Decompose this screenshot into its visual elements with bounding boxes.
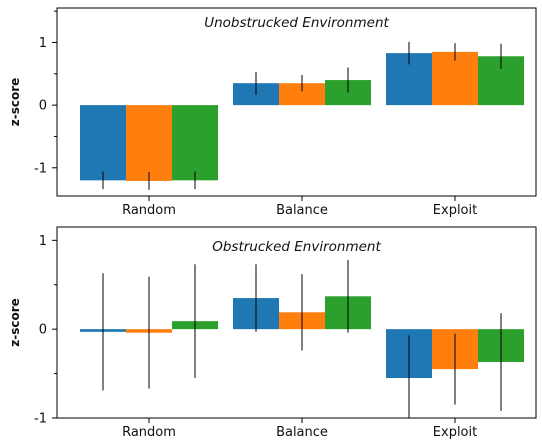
chart-frame — [56, 226, 537, 419]
y-tick-label: -1 — [34, 161, 47, 176]
bar-random-s0 — [80, 105, 126, 181]
x-tick-label: Exploit — [433, 425, 477, 440]
chart-marks — [80, 259, 524, 418]
x-tick-label: Random — [122, 425, 176, 440]
y-tick-label: 0 — [39, 323, 47, 338]
chart-frame — [56, 7, 537, 197]
y-axis: 1 0 -1 — [34, 234, 57, 427]
chart-unobstructed: 1 0 -1 Random Balance Exploit Unobstrucked E… — [8, 7, 537, 218]
chart-obstructed: 1 0 -1 Random Balance Exploit Obstrucked Env… — [8, 226, 537, 440]
bar-random-s2 — [172, 105, 218, 181]
bar-random-s1 — [126, 105, 172, 181]
y-axis-label: z-score — [8, 298, 22, 347]
y-tick-label: -1 — [34, 412, 47, 427]
bar-exploit-s1 — [432, 51, 478, 106]
bar-balance-s1 — [279, 83, 325, 106]
y-tick-label: 1 — [39, 36, 47, 51]
chart-title: Obstrucked Environment — [212, 239, 381, 255]
chart-marks — [80, 41, 524, 190]
x-axis: Random Balance Exploit — [122, 418, 477, 440]
x-tick-label: Exploit — [433, 203, 477, 218]
y-axis: 1 0 -1 — [34, 10, 57, 176]
x-tick-label: Balance — [276, 203, 328, 218]
y-tick-label: 0 — [39, 99, 47, 114]
y-axis-label: z-score — [8, 78, 22, 127]
x-axis: Random Balance Exploit — [122, 196, 477, 218]
y-tick-label: 1 — [39, 234, 47, 249]
x-tick-label: Random — [122, 203, 176, 218]
chart-title: Unobstrucked Environment — [204, 15, 389, 31]
x-tick-label: Balance — [276, 425, 328, 440]
